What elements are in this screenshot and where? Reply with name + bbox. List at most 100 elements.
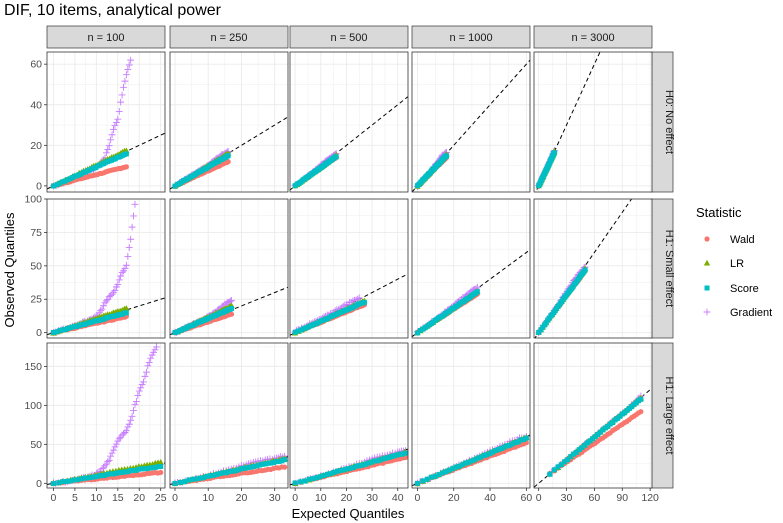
gradient-point <box>355 294 363 302</box>
score-point <box>518 437 524 443</box>
panel-background <box>47 52 165 192</box>
row-strip-label: H1: Small effect <box>663 230 675 307</box>
panel-grid <box>534 199 652 338</box>
score-point <box>54 329 60 335</box>
chart-title: DIF, 10 items, analytical power <box>4 2 222 19</box>
score-point <box>256 462 262 468</box>
panel-border <box>533 198 653 339</box>
panel-background <box>534 52 652 192</box>
legend: Statistic Wald LR Score Gradient <box>696 205 772 323</box>
legend-marker-lr <box>703 259 711 266</box>
panel-plot-area <box>47 200 165 336</box>
score-point <box>424 476 430 482</box>
facet-panel: 0 20 40 60 <box>411 342 533 504</box>
gradient-point <box>124 252 132 260</box>
score-point <box>353 463 359 469</box>
score-point <box>504 443 510 449</box>
x-tick-label: 25 <box>155 492 167 504</box>
gradient-point <box>120 83 127 91</box>
score-point <box>282 457 288 463</box>
column-strip: n = 500 <box>289 25 409 49</box>
panel-grid <box>290 199 408 338</box>
legend-label-score: Score <box>730 283 759 295</box>
score-point <box>60 179 66 185</box>
gradient-point <box>127 56 135 64</box>
score-point <box>436 472 442 478</box>
score-series <box>50 310 129 335</box>
score-series <box>536 150 557 189</box>
score-series <box>414 153 449 189</box>
x-tick-label: 60 <box>521 492 533 504</box>
gradient-point <box>112 119 120 126</box>
score-point <box>317 474 323 480</box>
column-strip-label: n = 1000 <box>449 32 492 44</box>
score-point <box>463 460 469 466</box>
score-point <box>584 440 590 446</box>
panel-plot-area <box>412 249 530 338</box>
score-point <box>551 467 557 473</box>
x-tick-label: 20 <box>236 492 248 504</box>
score-point <box>207 473 213 479</box>
score-point <box>147 465 153 471</box>
gradient-point <box>124 423 132 431</box>
x-tick-label: 20 <box>341 492 353 504</box>
score-point <box>638 396 644 402</box>
score-point <box>571 451 577 457</box>
score-point <box>236 467 242 473</box>
panel-border <box>169 198 289 339</box>
gradient-point <box>145 359 153 366</box>
x-tick-label: 0 <box>51 492 57 504</box>
score-point <box>368 459 374 465</box>
score-point <box>239 466 245 472</box>
score-point <box>383 455 389 461</box>
score-point <box>450 466 456 472</box>
gradient-point <box>105 142 113 150</box>
x-tick-label: 10 <box>202 492 214 504</box>
score-series <box>414 435 529 486</box>
score-point <box>71 477 77 483</box>
score-point <box>172 330 178 336</box>
score-point <box>292 329 298 335</box>
score-point <box>515 439 521 445</box>
gradient-point <box>107 136 115 144</box>
score-point <box>60 327 66 333</box>
x-tick-label: 0 <box>172 492 178 504</box>
column-strip-background <box>46 25 166 49</box>
score-point <box>493 448 499 454</box>
y-tick-label: 100 <box>24 400 42 412</box>
legend-title: Statistic <box>696 205 742 220</box>
wald-point <box>638 409 644 415</box>
gradient-point <box>107 452 115 460</box>
score-point <box>472 457 478 463</box>
y-tick-label: 50 <box>30 439 42 451</box>
gradient-point <box>125 244 133 251</box>
score-point <box>310 476 316 482</box>
y-tick-label: 75 <box>30 227 42 239</box>
score-point <box>110 471 116 477</box>
score-series <box>536 267 588 336</box>
wald-point <box>225 159 231 165</box>
score-point <box>568 454 574 460</box>
score-point <box>119 469 125 475</box>
wald-point <box>123 164 129 170</box>
x-tick-label: 10 <box>91 492 103 504</box>
score-point <box>271 460 277 466</box>
y-axis-title: Observed Quantiles <box>2 212 17 327</box>
score-point <box>262 461 268 467</box>
score-point <box>92 474 98 480</box>
score-point <box>362 461 368 467</box>
gradient-point <box>118 91 126 99</box>
gradient-point <box>108 131 116 139</box>
score-point <box>292 480 298 486</box>
panel-plot-area <box>170 452 288 487</box>
score-point <box>172 480 178 486</box>
legend-label-gradient: Gradient <box>730 307 772 319</box>
score-point <box>233 468 239 474</box>
score-point <box>590 436 596 442</box>
panel-background <box>412 199 530 338</box>
column-strip-background <box>289 25 409 49</box>
panel-grid <box>534 52 652 192</box>
gradient-point <box>118 269 126 277</box>
score-point <box>562 459 568 465</box>
score-point <box>217 471 223 477</box>
